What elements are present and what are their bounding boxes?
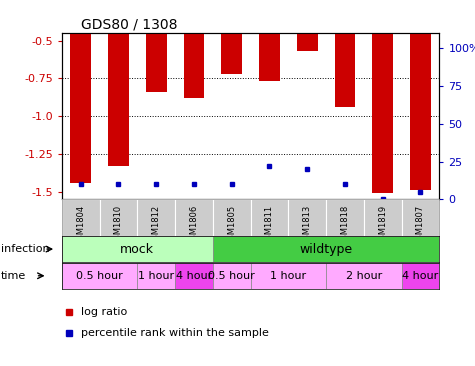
Text: wildtype: wildtype — [300, 243, 352, 256]
Text: GSM1813: GSM1813 — [303, 205, 312, 245]
Bar — [62, 263, 137, 289]
Text: mock: mock — [120, 243, 154, 256]
Bar — [326, 199, 364, 236]
Bar — [213, 236, 439, 262]
Text: 0.5 hour: 0.5 hour — [76, 271, 123, 281]
Bar — [137, 199, 175, 236]
Bar — [221, 33, 242, 74]
Bar — [251, 199, 288, 236]
Bar — [213, 263, 251, 289]
Bar — [372, 33, 393, 193]
Text: 2 hour: 2 hour — [346, 271, 382, 281]
Text: percentile rank within the sample: percentile rank within the sample — [81, 328, 268, 339]
Bar — [402, 263, 439, 289]
Bar — [146, 33, 167, 92]
Bar — [326, 263, 401, 289]
Bar — [402, 199, 439, 236]
Text: 0.5 hour: 0.5 hour — [209, 271, 255, 281]
Bar — [62, 236, 213, 262]
Bar — [70, 33, 91, 183]
Bar — [364, 199, 402, 236]
Bar — [213, 199, 251, 236]
Text: infection: infection — [1, 244, 49, 254]
Bar — [410, 33, 431, 190]
Text: time: time — [1, 271, 26, 281]
Bar — [175, 199, 213, 236]
Text: GSM1819: GSM1819 — [378, 205, 387, 245]
Text: GSM1804: GSM1804 — [76, 205, 85, 245]
Text: 1 hour: 1 hour — [138, 271, 174, 281]
Bar — [297, 33, 318, 51]
Text: GSM1818: GSM1818 — [341, 205, 350, 245]
Text: GSM1810: GSM1810 — [114, 205, 123, 245]
Text: 1 hour: 1 hour — [270, 271, 306, 281]
Text: GDS80 / 1308: GDS80 / 1308 — [81, 18, 177, 32]
Text: 4 hour: 4 hour — [176, 271, 212, 281]
Bar — [62, 199, 99, 236]
Bar — [183, 33, 204, 98]
Bar — [108, 33, 129, 166]
Bar — [334, 33, 355, 107]
Text: GSM1812: GSM1812 — [152, 205, 161, 245]
Bar — [175, 263, 213, 289]
Bar — [288, 199, 326, 236]
Text: GSM1805: GSM1805 — [227, 205, 236, 245]
Bar — [251, 263, 326, 289]
Bar — [137, 263, 175, 289]
Text: GSM1811: GSM1811 — [265, 205, 274, 245]
Text: 4 hour: 4 hour — [402, 271, 438, 281]
Bar — [99, 199, 137, 236]
Text: GSM1806: GSM1806 — [190, 205, 199, 245]
Bar — [259, 33, 280, 81]
Text: GSM1807: GSM1807 — [416, 205, 425, 245]
Text: log ratio: log ratio — [81, 307, 127, 317]
